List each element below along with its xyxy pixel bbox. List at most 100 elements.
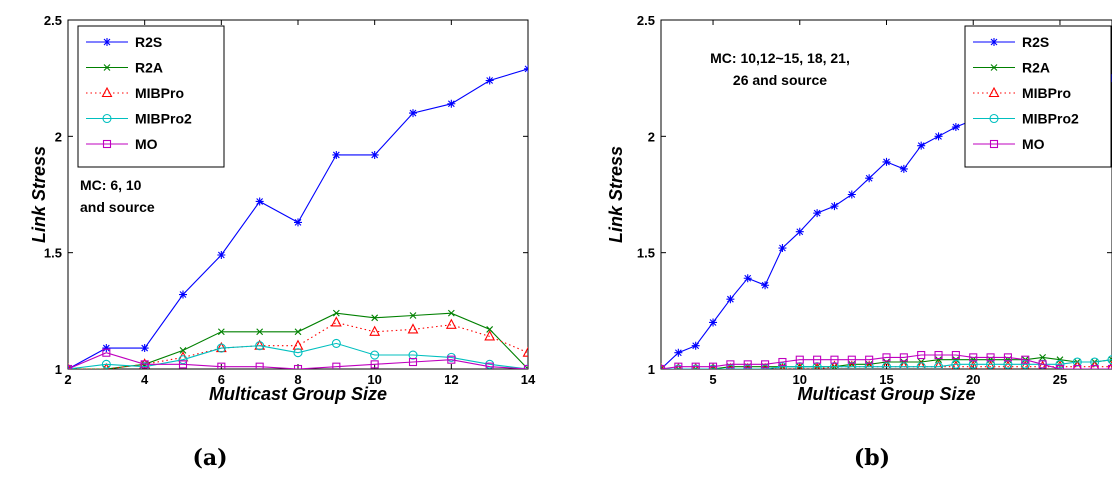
panel-a-series-mibpro-point-shape <box>292 339 304 350</box>
panel-b-series-mo-point-shape <box>1090 364 1099 369</box>
panel-b-series-mibpro2-point-shape <box>725 364 735 369</box>
panel-a-series-mibpro2-point <box>255 341 265 351</box>
panel-b-legend-entry-r2s-marker-shape <box>990 38 998 46</box>
panel-b-series-mo-point-shape <box>1003 353 1012 362</box>
panel-b-legend-entry-mibpro2: MIBPro2 <box>973 111 1079 127</box>
panel-a-plot-area <box>68 64 528 369</box>
panel-b-series-r2s-point <box>778 244 787 253</box>
panel-b-series-mo-point-shape <box>1038 360 1047 369</box>
panel-a-series-mo-point <box>178 360 188 369</box>
panel-b-series-mo-point <box>847 355 856 364</box>
panel-a-legend-entry-r2s-label: R2S <box>135 34 162 50</box>
panel-b-series-mo-point-shape <box>951 350 960 360</box>
panel-b-legend-entry-mo-marker-shape <box>989 139 999 149</box>
panel-a-annotation-line: MC: 6, 10 <box>80 177 142 193</box>
panel-b-legend-entry-mibpro-marker-shape <box>988 86 1000 98</box>
panel-b-series-mibpro-point <box>1038 360 1048 369</box>
panel-b-series-r2s-point <box>709 318 718 327</box>
panel-a-series-mo-point-shape <box>140 360 149 369</box>
panel-a-xtick-label: 10 <box>367 372 381 387</box>
panel-b-series-mo-point <box>813 355 822 364</box>
panel-a-ylabel: Link Stress <box>29 146 49 243</box>
panel-b-series-r2s-point-shape <box>778 244 787 253</box>
panel-a-series-mibpro2-point <box>293 348 303 358</box>
panel-b-legend-entry-mibpro2-marker <box>989 113 999 124</box>
panel-a-xtick-label: 8 <box>294 372 301 387</box>
panel-a-series-r2s-point-shape <box>140 344 149 353</box>
panel-b: 5 10 15 20 25 1 1.5 2 2.5 Multicast Group Size Lin… <box>606 13 1112 471</box>
panel-b-series-r2s-point-shape <box>830 202 839 211</box>
panel-a-series-r2a-point-shape <box>332 309 340 317</box>
panel-b-legend-entry-mibpro: MIBPro <box>973 85 1071 101</box>
panel-a-series-r2a-point-shape <box>486 326 494 333</box>
panel-b-series-mibpro-point-shape <box>1038 360 1048 369</box>
panel-b-series-mo-point <box>795 355 804 364</box>
panel-b-series-r2s-point-shape <box>917 141 926 150</box>
panel-b-series-mo-point <box>1038 360 1047 369</box>
panel-b-series-mo-point <box>691 362 700 369</box>
panel-b-series-mo-point <box>761 360 770 369</box>
panel-b-series-r2s-point <box>865 174 874 183</box>
panel-b-series-mo-point <box>830 355 839 364</box>
panel-b-series-mibpro-point <box>899 360 909 369</box>
panel-a-xtick-label: 2 <box>64 372 71 387</box>
panel-a-series-r2s-point-shape <box>179 290 187 299</box>
panel-b-series-mibpro-point-shape <box>847 360 857 369</box>
panel-a-legend-entry-r2a-marker <box>103 64 111 71</box>
panel-a-series-mo-point-shape <box>332 362 341 369</box>
panel-b-series-r2s-point-shape <box>951 123 960 132</box>
panel-b-series-r2a-point-shape <box>1056 356 1064 364</box>
panel-b-series-r2s-point-shape <box>795 227 804 236</box>
panel-a-legend-entry-mo-marker <box>102 139 112 149</box>
panel-a-legend-entry-r2s: R2S <box>86 34 162 50</box>
panel-a-annotation-line: and source <box>80 199 155 215</box>
panel-a-legend-entry-r2s-marker-shape <box>103 38 111 46</box>
panel-b-ytick-label: 2.5 <box>637 13 655 28</box>
panel-b-series-mo-point-shape <box>813 355 822 364</box>
panel-b-series-mo-point <box>917 350 926 360</box>
panel-a-series-mibpro2 <box>68 338 528 369</box>
panel-b-series-r2a-point <box>935 356 942 364</box>
panel-a-series-r2s-point <box>179 290 187 299</box>
panel-a-series-mo-point-shape <box>102 348 111 357</box>
panel-a-legend: R2S R2A MIBPro MIBPro2 MO <box>77 25 225 168</box>
panel-b-series-mo-point-shape <box>847 355 856 364</box>
panel-a-xlabel: Multicast Group Size <box>209 384 387 404</box>
panel-b-series-mibpro2-point-shape <box>673 364 683 369</box>
panel-b-series-mibpro-point-shape <box>709 362 717 369</box>
panel-b-series-r2s-point <box>882 157 891 166</box>
panel-a-series-mibpro-point <box>330 316 342 327</box>
panel-a-ytick-label: 1.5 <box>44 246 62 261</box>
panel-b-series-mibpro2-point <box>933 362 944 369</box>
panel-a-legend-entry-mibpro2-marker <box>102 113 112 124</box>
panel-a-series-r2a-point-shape <box>409 312 417 319</box>
panel-b-series-r2s-point-shape <box>709 318 718 327</box>
panel-a-legend-entry-r2s-marker <box>103 38 111 46</box>
panel-a-series-mibpro2-point <box>101 359 111 369</box>
panel-b-series-mo-line <box>661 354 1112 369</box>
panel-a-caption: (a) <box>192 445 227 471</box>
panel-b-ytick-label: 2 <box>648 129 655 144</box>
panel-b-series-mibpro-point <box>881 360 892 369</box>
panel-b-series-mibpro-point-shape <box>968 360 978 369</box>
panel-b-series-mo-point-shape <box>917 350 926 360</box>
panel-b-series-mo-point <box>1090 364 1099 369</box>
panel-a-series-r2s-point <box>255 197 264 206</box>
panel-b-series-r2s-point <box>726 295 735 304</box>
panel-a-series-mo-point <box>408 357 418 367</box>
panel-a-series-r2a-point <box>524 365 528 369</box>
panel-b-legend-entry-r2a: R2A <box>973 60 1050 76</box>
panel-a-series-r2s-point <box>332 150 341 159</box>
panel-a-series-mo-point-shape <box>485 362 494 369</box>
panel-a-series-mibpro2-point-shape <box>331 338 341 348</box>
panel-a-legend-entry-mibpro: MIBPro <box>86 85 184 101</box>
panel-b-series-mo-point-shape <box>1055 364 1065 369</box>
panel-b-series-mo-point <box>726 360 735 369</box>
panel-a-xtick-label: 6 <box>218 372 225 387</box>
panel-b-series-mibpro2-point <box>1107 355 1112 365</box>
panel-b-series-mibpro2-point <box>899 362 909 369</box>
panel-a-series-mibpro-point <box>407 323 419 334</box>
panel-b-series-r2s-point-shape <box>934 132 943 141</box>
panel-a-series-r2s-point-shape <box>447 99 456 108</box>
